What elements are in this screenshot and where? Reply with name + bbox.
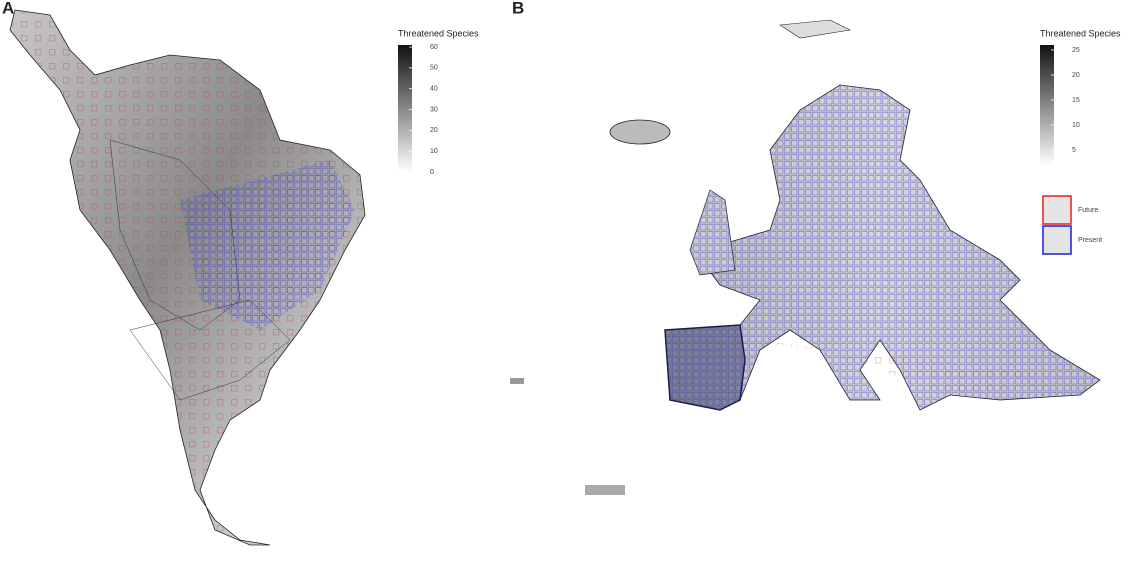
colorbar-tick-label: 10 <box>430 148 438 155</box>
colorbar-tick-label: 5 <box>1072 147 1076 154</box>
map-europe <box>510 19 1101 495</box>
panel-label: A <box>2 0 14 17</box>
colorbar <box>398 45 412 172</box>
colorbar-tick-label: 50 <box>430 65 438 72</box>
panel-label: B <box>512 0 524 17</box>
colorbar-tick-label: 15 <box>1072 97 1080 104</box>
legend-label: Future <box>1078 207 1098 214</box>
map-south-america <box>9 9 366 546</box>
colorbar-tick-label: 20 <box>430 127 438 134</box>
legend-label: Present <box>1078 237 1102 244</box>
legend-key <box>1042 225 1072 255</box>
colorbar-tick-label: 60 <box>430 44 438 51</box>
colorbar-title: Threatened Species <box>398 28 479 38</box>
colorbar-tick-label: 30 <box>430 106 438 113</box>
colorbar-tick-label: 40 <box>430 86 438 93</box>
colorbar-tick-label: 10 <box>1072 122 1080 129</box>
colorbar <box>1040 45 1054 165</box>
legend-key <box>1042 195 1072 225</box>
colorbar-tick-label: 25 <box>1072 47 1080 54</box>
colorbar-tick-label: 0 <box>430 169 434 176</box>
colorbar-tick-label: 20 <box>1072 72 1080 79</box>
colorbar-title: Threatened Species <box>1040 28 1121 38</box>
